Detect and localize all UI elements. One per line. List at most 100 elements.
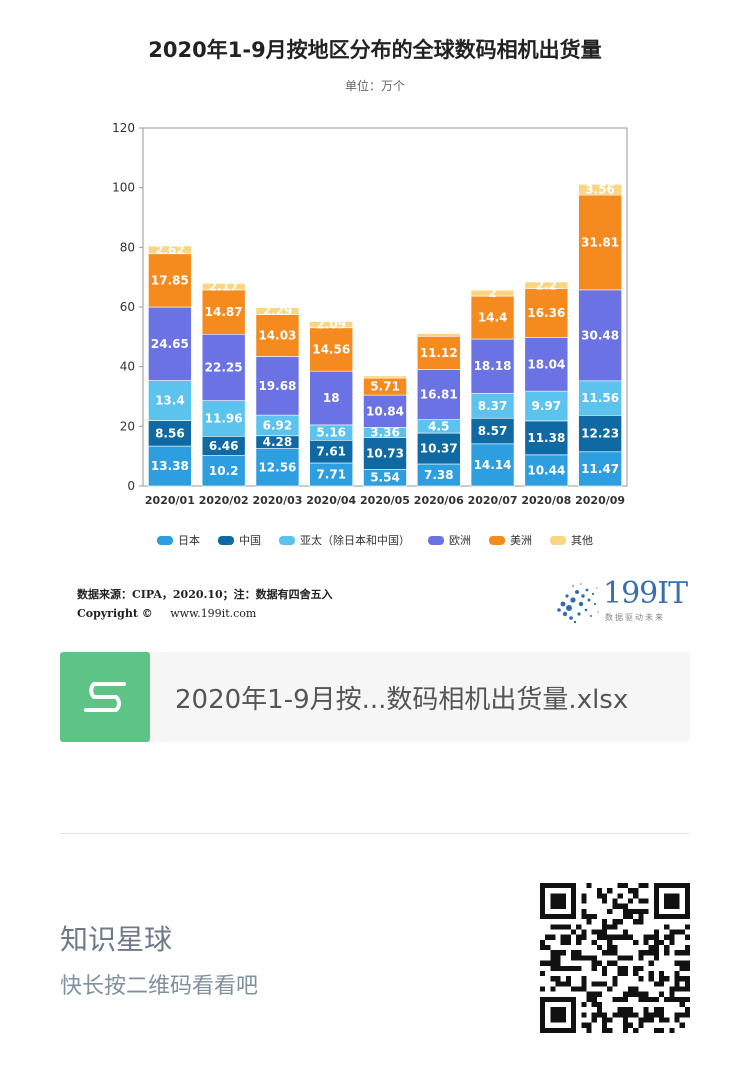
copyright-label: Copyright © xyxy=(77,607,153,620)
data-label: 2.17 xyxy=(209,280,239,294)
bar-segment xyxy=(148,306,192,381)
data-label: 3.56 xyxy=(585,183,615,197)
data-label: 22.25 xyxy=(205,360,243,374)
data-label: 24.65 xyxy=(151,337,189,351)
file-attachment-card[interactable]: 2020年1-9月按...数码相机出货量.xlsx xyxy=(60,652,690,742)
legend-label: 欧洲 xyxy=(449,534,471,547)
legend-label: 日本 xyxy=(178,534,200,547)
bar-segment xyxy=(416,432,461,465)
data-label: 5.71 xyxy=(370,380,400,394)
data-label: 7.38 xyxy=(424,468,454,482)
data-label: 19.68 xyxy=(258,379,296,393)
bar-segment xyxy=(255,448,300,487)
data-label: 31.81 xyxy=(581,235,619,249)
legend-item: 其他 xyxy=(550,532,593,548)
spreadsheet-file-icon xyxy=(60,652,150,742)
promo-title: 知识星球 xyxy=(60,923,173,956)
bar-segment xyxy=(201,283,246,291)
s-letter-icon xyxy=(84,682,126,712)
logo-dots-icon xyxy=(557,583,599,624)
legend-swatch xyxy=(157,535,173,545)
data-label: 5.54 xyxy=(370,471,400,485)
bar-segment xyxy=(578,451,622,487)
bar-segment xyxy=(201,455,246,487)
bar-segment xyxy=(470,289,515,297)
data-label: 2.2 xyxy=(536,278,557,292)
legend-item: 亚太（除日本和中国） xyxy=(279,532,410,548)
bar-segment xyxy=(255,314,300,357)
data-source-note: 数据来源：CIPA，2020.10；注：数据有四舍五入 xyxy=(77,588,333,601)
website-url: www.199it.com xyxy=(170,607,257,620)
legend-swatch xyxy=(279,535,295,545)
legend-swatch xyxy=(550,535,566,545)
y-tick-label: 40 xyxy=(120,360,135,374)
data-label: 17.85 xyxy=(151,273,189,287)
bar-segment xyxy=(255,356,300,416)
data-label: 14.56 xyxy=(312,342,350,356)
data-label: 18.04 xyxy=(527,357,565,371)
data-label: 10.44 xyxy=(527,463,565,477)
y-tick-label: 100 xyxy=(112,181,135,195)
x-tick-label: 2020/02 xyxy=(199,494,249,507)
bar-segment xyxy=(148,445,192,487)
data-label: 10.73 xyxy=(366,446,404,460)
bar-segment xyxy=(470,392,515,419)
data-label: 6.46 xyxy=(209,439,239,453)
bar-segment xyxy=(363,394,407,428)
data-label: 9.97 xyxy=(532,399,562,413)
data-label: 13.4 xyxy=(155,394,185,408)
bar-segment xyxy=(309,321,354,329)
bar-segment xyxy=(416,369,461,420)
data-label: 10.84 xyxy=(366,404,404,418)
bar-segment xyxy=(524,454,569,487)
x-tick-label: 2020/09 xyxy=(575,494,625,507)
legend-label: 亚太（除日本和中国） xyxy=(300,534,410,547)
data-label: 11.56 xyxy=(581,391,619,405)
divider xyxy=(60,833,690,834)
bar-segment xyxy=(470,295,515,340)
x-tick-label: 2020/07 xyxy=(468,494,518,507)
x-tick-label: 2020/06 xyxy=(414,494,464,507)
data-label: 2 xyxy=(488,286,496,300)
data-label: 14.14 xyxy=(474,458,512,472)
data-label: 7.61 xyxy=(316,445,346,459)
bar-segment xyxy=(578,289,622,382)
bar-segment xyxy=(201,333,246,401)
data-label: 12.23 xyxy=(581,427,619,441)
bar-segment xyxy=(201,289,246,335)
bar-segment xyxy=(148,380,192,421)
data-label: 2.62 xyxy=(155,243,185,257)
x-tick-label: 2020/08 xyxy=(521,494,571,507)
data-label: 14.87 xyxy=(205,305,243,319)
stacked-bar-chart: 0 20 40 60 80 100 120 13.38 8.56 13.4 24.65 17.85 2.… xyxy=(112,121,628,507)
bar-segment xyxy=(524,288,569,338)
legend-label: 美洲 xyxy=(510,534,532,547)
data-label: 3.36 xyxy=(370,425,400,439)
legend-swatch xyxy=(428,535,444,545)
logo-slogan: 数据驱动未来 xyxy=(605,613,665,622)
data-label: 11.96 xyxy=(205,411,243,425)
bar-segment xyxy=(524,420,569,456)
data-label: 2.29 xyxy=(263,304,293,318)
data-label: 16.81 xyxy=(420,388,458,402)
data-label: 10.2 xyxy=(209,464,239,478)
bar-segment xyxy=(201,400,246,437)
legend-item: 欧洲 xyxy=(428,532,471,548)
bar-segment xyxy=(524,390,569,422)
data-label: 2.09 xyxy=(316,318,346,332)
y-tick-label: 20 xyxy=(120,419,135,433)
chart-title: 2020年1-9月按地区分布的全球数码相机出货量 xyxy=(148,38,602,62)
legend-swatch xyxy=(218,535,234,545)
bar-segment xyxy=(524,281,569,289)
qr-code[interactable] xyxy=(540,883,690,1033)
legend-item: 美洲 xyxy=(489,532,532,548)
data-label: 11.12 xyxy=(420,346,458,360)
data-label: 30.48 xyxy=(581,328,619,342)
copyright-line: Copyright © www.199it.com xyxy=(77,607,256,620)
bar-segment xyxy=(578,194,622,291)
y-tick-label: 60 xyxy=(120,300,135,314)
bar-segment xyxy=(578,414,622,453)
data-label: 10.37 xyxy=(420,442,458,456)
data-label: 8.56 xyxy=(155,426,185,440)
x-tick-label: 2020/05 xyxy=(360,494,410,507)
